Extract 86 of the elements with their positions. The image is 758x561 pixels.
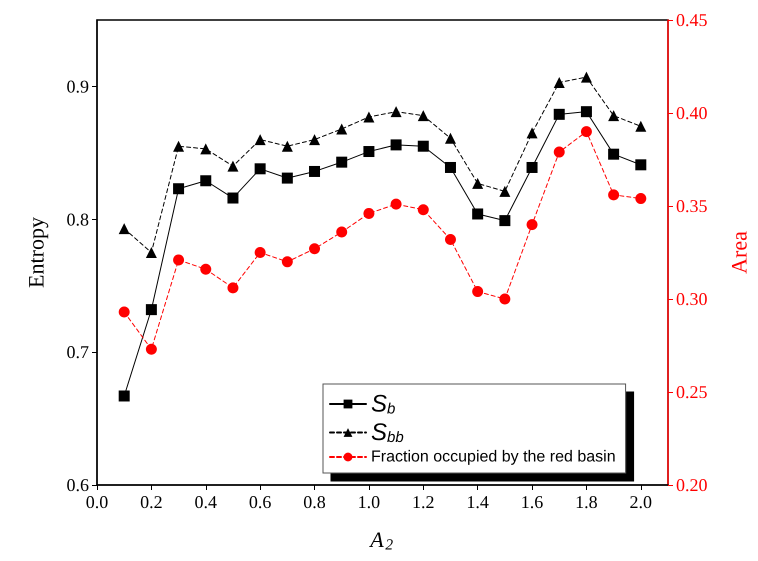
point bbox=[526, 219, 538, 230]
x-tick-label: 0.0 bbox=[86, 492, 108, 512]
point bbox=[309, 166, 320, 177]
point bbox=[526, 162, 538, 173]
point bbox=[336, 123, 348, 134]
point bbox=[200, 175, 212, 186]
point bbox=[200, 264, 212, 275]
x-tick-label: 0.6 bbox=[248, 492, 272, 512]
point bbox=[390, 139, 402, 150]
y2-tick-label: 0.40 bbox=[676, 103, 708, 123]
point bbox=[554, 108, 565, 120]
point bbox=[254, 163, 266, 174]
point bbox=[309, 134, 320, 146]
point bbox=[309, 243, 320, 254]
y-axis-title: Entropy bbox=[24, 217, 48, 288]
point bbox=[282, 172, 293, 184]
point bbox=[418, 204, 429, 216]
point bbox=[418, 140, 429, 152]
x-tick-label: 0.8 bbox=[303, 492, 326, 512]
point bbox=[227, 192, 238, 204]
point bbox=[472, 208, 484, 220]
point bbox=[499, 294, 510, 304]
point bbox=[118, 390, 130, 402]
point bbox=[363, 208, 374, 219]
point bbox=[635, 120, 646, 132]
point bbox=[554, 76, 565, 88]
point bbox=[390, 106, 402, 118]
point bbox=[146, 304, 157, 316]
legend-label: Fraction occupied by the red basin bbox=[371, 448, 616, 466]
point bbox=[227, 282, 238, 294]
point bbox=[444, 132, 456, 144]
y2-axis-title: Area bbox=[726, 230, 752, 274]
x-tick-label: 1.4 bbox=[466, 492, 489, 512]
y2-tick-label: 0.35 bbox=[676, 196, 708, 216]
point bbox=[173, 254, 184, 266]
x-tick-label: 1.8 bbox=[575, 492, 598, 512]
y-tick-label: 0.9 bbox=[66, 76, 89, 96]
y-tick-label: 0.7 bbox=[66, 342, 89, 362]
point bbox=[200, 143, 212, 154]
point bbox=[146, 247, 157, 258]
point bbox=[118, 223, 130, 234]
point bbox=[608, 110, 620, 122]
point bbox=[282, 140, 293, 152]
point bbox=[227, 160, 238, 172]
y2-tick-label: 0.45 bbox=[676, 10, 708, 30]
point bbox=[472, 286, 484, 298]
point bbox=[580, 72, 592, 83]
point bbox=[635, 159, 646, 170]
point bbox=[608, 148, 620, 160]
y2-tick-label: 0.25 bbox=[676, 382, 708, 402]
point bbox=[390, 198, 402, 210]
point bbox=[554, 146, 565, 158]
y2-tick-label: 0.20 bbox=[676, 475, 708, 495]
point bbox=[608, 189, 620, 200]
point bbox=[363, 111, 374, 122]
y-tick-label: 0.6 bbox=[66, 475, 89, 495]
y-tick-label: 0.8 bbox=[66, 209, 89, 230]
point bbox=[526, 127, 538, 138]
point bbox=[146, 344, 157, 355]
legend-label: Sbb bbox=[371, 419, 404, 446]
point bbox=[173, 183, 184, 194]
point bbox=[282, 256, 293, 268]
point bbox=[444, 234, 456, 245]
y2-tick-label: 0.30 bbox=[676, 289, 708, 309]
point bbox=[580, 106, 592, 118]
x-tick-label: 1.0 bbox=[358, 492, 380, 512]
point bbox=[418, 110, 429, 122]
point bbox=[580, 126, 592, 138]
point bbox=[635, 193, 646, 204]
x-tick-label: 0.2 bbox=[140, 492, 163, 512]
point bbox=[363, 146, 374, 158]
point bbox=[254, 134, 266, 146]
point bbox=[173, 140, 184, 152]
point bbox=[499, 186, 510, 197]
x-tick-label: 1.6 bbox=[520, 492, 544, 512]
x-tick-label: 1.2 bbox=[412, 492, 435, 512]
point bbox=[499, 215, 510, 226]
x-tick-label: 0.4 bbox=[194, 492, 218, 512]
legend-label: Sb bbox=[371, 390, 396, 418]
point bbox=[118, 306, 130, 318]
point bbox=[336, 156, 348, 168]
point bbox=[336, 226, 348, 238]
point bbox=[254, 247, 266, 258]
x-tick-label: 2.0 bbox=[630, 492, 652, 512]
point bbox=[444, 162, 456, 173]
point bbox=[472, 178, 484, 189]
